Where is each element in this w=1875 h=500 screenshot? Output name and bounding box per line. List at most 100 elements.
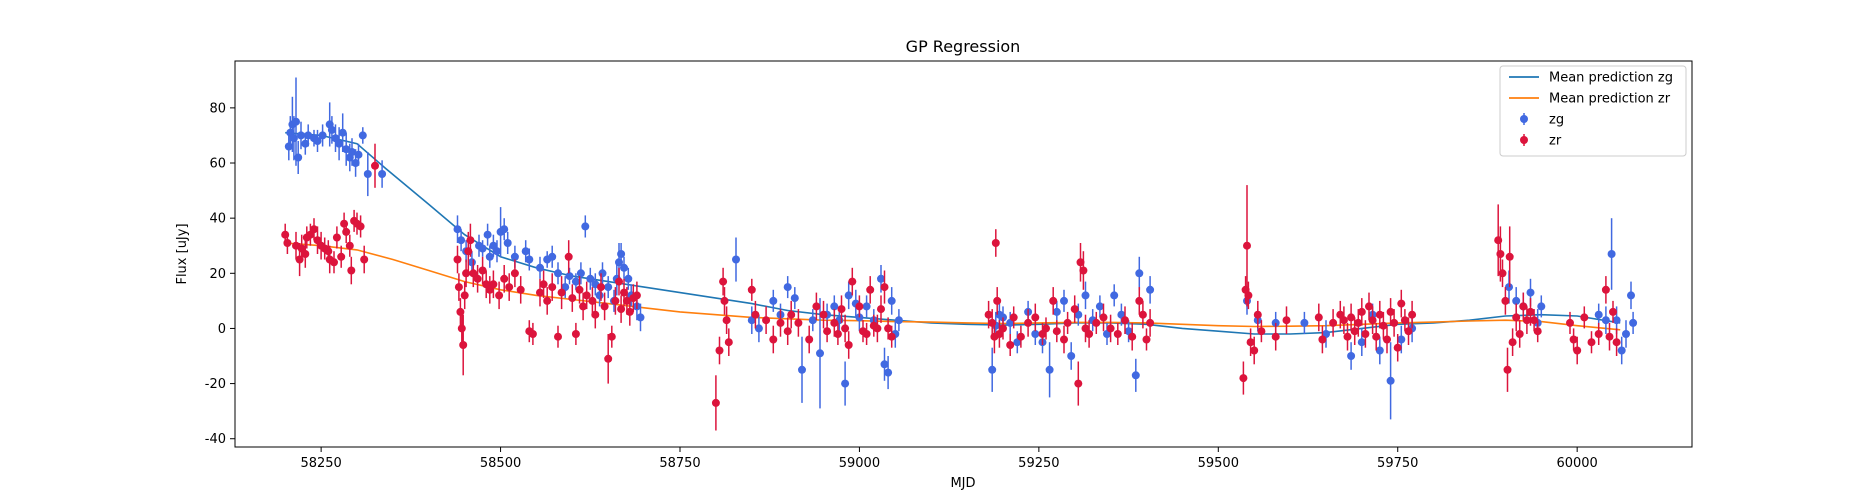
data-marker [1397,299,1406,308]
data-marker [1024,318,1033,327]
data-marker [1601,285,1610,294]
data-marker [1095,302,1104,311]
data-point [1386,342,1395,420]
data-marker [363,170,372,178]
data-marker [457,324,466,333]
data-marker [1006,341,1015,349]
x-tick-label: 58750 [659,456,700,471]
data-point [823,320,832,343]
data-marker [1092,318,1101,327]
data-point [848,267,857,296]
data-marker [1503,365,1512,374]
data-point [711,375,720,431]
data-point [1347,342,1356,370]
data-point [751,300,760,329]
data-marker [525,255,534,264]
data-marker [478,266,487,275]
data-point [1375,336,1384,365]
data-point [1393,334,1402,362]
data-point [1271,322,1280,351]
data-point [489,270,498,299]
data-marker [1357,307,1366,316]
data-point [318,124,327,147]
data-marker [505,283,514,292]
data-marker [873,324,882,333]
data-point [1498,259,1507,288]
data-point [776,309,785,337]
data-point [337,245,346,268]
data-point [469,259,478,288]
data-marker [715,346,724,355]
data-point [1142,328,1151,351]
data-point [554,325,562,348]
x-tick-label: 60000 [1556,456,1597,471]
data-point [1128,322,1137,351]
data-marker [378,170,387,178]
data-point [1244,281,1253,310]
data-marker [297,131,305,140]
data-marker [747,285,756,294]
data-marker [1522,316,1531,325]
series-zr [281,143,1621,431]
data-point [348,138,356,166]
data-marker [1383,335,1391,344]
plot-frame [234,60,1693,448]
data-marker [604,354,613,363]
data-marker [1009,313,1018,322]
legend-label: Mean prediction zr [1549,92,1671,107]
data-marker [516,285,525,294]
data-point [597,273,605,301]
legend-label: zg [1549,113,1564,128]
data-marker [1400,316,1409,325]
data-marker [571,330,580,338]
data-marker [554,269,562,278]
x-tick-label: 58500 [480,456,521,471]
data-point [1368,306,1377,334]
data-point [579,292,588,321]
data-point [548,245,557,268]
data-point [347,256,356,285]
data-point [1627,281,1635,310]
data-point [790,287,799,310]
data-marker [625,307,634,316]
data-marker [354,150,363,159]
data-point [894,309,903,332]
data-point [453,215,462,243]
data-marker [1099,313,1108,322]
data-marker [607,332,616,341]
data-marker [1131,371,1140,380]
data-marker [1607,250,1616,258]
legend-box [1499,65,1687,157]
data-marker [1526,288,1535,297]
data-point [830,309,839,337]
data-marker [762,316,771,325]
data-point [591,300,600,329]
data-marker [456,307,465,316]
data-point [794,309,803,337]
data-marker [1512,313,1521,322]
data-point [568,284,577,312]
data-marker [1601,316,1610,325]
data-point [500,265,509,293]
legend-item-mean-prediction-zg: Mean prediction zg [1509,71,1673,86]
data-point [1131,358,1140,392]
data-marker [324,247,333,256]
data-marker [1246,338,1255,347]
data-marker [1365,302,1373,311]
data-marker [460,291,469,300]
data-point [358,127,367,144]
data-point [1515,320,1524,348]
data-marker [754,324,763,333]
data-point [732,237,740,282]
data-marker [510,252,519,261]
data-marker [1526,307,1535,316]
data-point [625,298,634,326]
data-point [747,278,756,301]
data-marker [548,252,557,261]
data-marker [313,137,322,145]
data-marker [1587,338,1596,347]
y-tick-label: 60 [209,157,226,172]
data-point [503,231,512,254]
data-marker [841,324,850,333]
data-point [1347,303,1356,332]
